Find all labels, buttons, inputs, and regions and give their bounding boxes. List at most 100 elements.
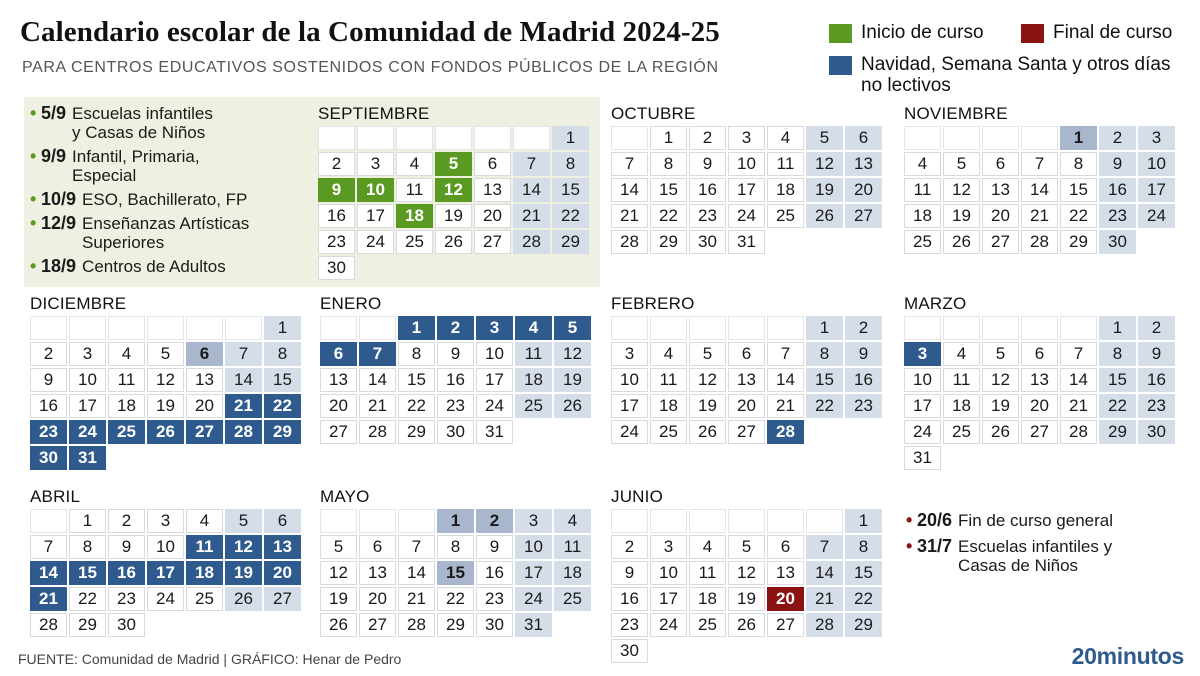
day-cell: 27 [728, 420, 765, 444]
day-cell: 29 [1099, 420, 1136, 444]
day-cell: 6 [728, 342, 765, 366]
day-cell: 21 [611, 204, 648, 228]
day-cell: 7 [513, 152, 550, 176]
day-cell: 22 [69, 587, 106, 611]
legend-inicio: Inicio de curso [829, 22, 984, 43]
day-cell: 5 [435, 152, 472, 176]
day-cell: 18 [767, 178, 804, 202]
day-cell: 3 [728, 126, 765, 150]
day-cell: 4 [943, 342, 980, 366]
day-cell: 18 [515, 368, 552, 392]
day-cell: 8 [1099, 342, 1136, 366]
day-cell: 3 [476, 316, 513, 340]
empty-day-cell [611, 316, 648, 340]
bullet-icon: • [30, 256, 37, 276]
empty-day-cell [650, 509, 687, 533]
day-cell: 14 [398, 561, 435, 585]
day-cell: 9 [318, 178, 355, 202]
start-desc: Centros de Adultos [82, 257, 226, 276]
day-cell: 26 [554, 394, 591, 418]
day-cell: 15 [552, 178, 589, 202]
day-cell: 13 [845, 152, 882, 176]
day-cell: 2 [437, 316, 474, 340]
day-cell: 27 [186, 420, 223, 444]
day-cell: 8 [845, 535, 882, 559]
day-cell: 28 [1021, 230, 1058, 254]
day-cell: 28 [359, 420, 396, 444]
day-cell: 30 [1138, 420, 1175, 444]
legend-navidad-swatch [829, 56, 852, 75]
empty-day-cell [359, 316, 396, 340]
day-cell: 7 [611, 152, 648, 176]
day-cell: 17 [515, 561, 552, 585]
day-cell: 22 [650, 204, 687, 228]
end-date: 31/7 [917, 536, 953, 556]
month-name: FEBRERO [611, 294, 695, 313]
day-cell: 20 [728, 394, 765, 418]
day-cell: 22 [552, 204, 589, 228]
day-cell: 14 [513, 178, 550, 202]
month-name: OCTUBRE [611, 104, 696, 123]
day-cell: 2 [689, 126, 726, 150]
day-cell: 4 [108, 342, 145, 366]
day-cell: 31 [728, 230, 765, 254]
month-enero: ENERO 1 2 3 4 5 6 7 8 9 10 11 12 13 14 15 16 17 18 19 20 21 2… [320, 294, 605, 444]
day-cell: 5 [806, 126, 843, 150]
day-cell: 24 [650, 613, 687, 637]
day-cell: 13 [767, 561, 804, 585]
day-cell: 22 [264, 394, 301, 418]
empty-day-cell [611, 126, 648, 150]
day-cell: 9 [30, 368, 67, 392]
month-grid: 1 2 3 4 5 6 7 8 9 10 11 12 13 14 15 16 17 18 19 20 21 22 23 24 2… [320, 509, 605, 637]
day-cell: 21 [398, 587, 435, 611]
day-cell: 5 [689, 342, 726, 366]
day-cell: 6 [320, 342, 357, 366]
empty-day-cell [30, 316, 67, 340]
end-dates-list: • 20/6 Fin de curso general • 31/7 Escue… [906, 511, 1196, 582]
empty-day-cell [904, 126, 941, 150]
day-cell: 9 [1138, 342, 1175, 366]
day-cell: 12 [554, 342, 591, 366]
day-cell: 24 [728, 204, 765, 228]
empty-day-cell [69, 316, 106, 340]
day-cell: 18 [396, 204, 433, 228]
day-cell: 15 [845, 561, 882, 585]
empty-day-cell [943, 316, 980, 340]
month-name: SEPTIEMBRE [318, 104, 430, 123]
empty-day-cell [318, 126, 355, 150]
end-date-item: • 31/7 Escuelas infantiles y Casas de Ni… [906, 536, 1196, 576]
day-cell: 3 [611, 342, 648, 366]
empty-day-cell [359, 509, 396, 533]
day-cell: 9 [108, 535, 145, 559]
empty-day-cell [611, 509, 648, 533]
day-cell: 15 [437, 561, 474, 585]
day-cell: 14 [30, 561, 67, 585]
legend-final-swatch [1021, 24, 1044, 43]
day-cell: 13 [1021, 368, 1058, 392]
day-cell: 17 [650, 587, 687, 611]
day-cell: 4 [767, 126, 804, 150]
day-cell: 1 [1099, 316, 1136, 340]
day-cell: 10 [476, 342, 513, 366]
day-cell: 7 [806, 535, 843, 559]
brand-logo: 20minutos [1071, 643, 1185, 669]
start-desc: Infantil, Primaria, Especial [72, 147, 200, 185]
day-cell: 16 [611, 587, 648, 611]
day-cell: 15 [1099, 368, 1136, 392]
day-cell: 27 [264, 587, 301, 611]
day-cell: 17 [728, 178, 765, 202]
day-cell: 10 [650, 561, 687, 585]
day-cell: 26 [435, 230, 472, 254]
day-cell: 10 [611, 368, 648, 392]
start-date-item: • 18/9 Centros de Adultos [30, 256, 300, 277]
day-cell: 30 [476, 613, 513, 637]
day-cell: 2 [845, 316, 882, 340]
day-cell: 10 [69, 368, 106, 392]
empty-day-cell [689, 316, 726, 340]
day-cell: 5 [728, 535, 765, 559]
day-cell: 23 [1099, 204, 1136, 228]
day-cell: 26 [147, 420, 184, 444]
bullet-icon: • [906, 536, 913, 556]
day-cell: 27 [1021, 420, 1058, 444]
day-cell: 22 [1060, 204, 1097, 228]
